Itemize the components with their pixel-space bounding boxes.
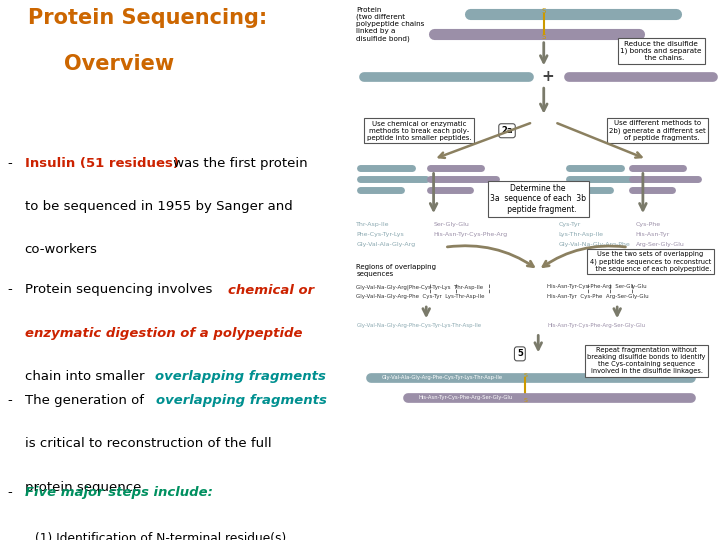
- Text: +: +: [541, 69, 554, 84]
- Text: -: -: [7, 157, 12, 170]
- Text: -: -: [7, 486, 12, 499]
- Text: Five major steps include:: Five major steps include:: [24, 486, 212, 499]
- Text: His-Asn-Tyr  Cys-Phe  Arg-Ser-Gly-Glu: His-Asn-Tyr Cys-Phe Arg-Ser-Gly-Glu: [547, 294, 649, 299]
- Text: Lys-Thr-Asp-Ile: Lys-Thr-Asp-Ile: [559, 232, 603, 237]
- Text: Protein sequencing involves: Protein sequencing involves: [24, 284, 216, 296]
- Text: protein sequence: protein sequence: [24, 481, 141, 494]
- Text: overlapping fragments: overlapping fragments: [156, 370, 326, 383]
- Text: -: -: [7, 394, 12, 407]
- Text: S: S: [541, 8, 546, 14]
- Text: Gly-Val-Ala-Gly-Arg-Phe-Cys-Tyr-Lys-Thr-Asp-Ile: Gly-Val-Ala-Gly-Arg-Phe-Cys-Tyr-Lys-Thr-…: [382, 375, 503, 381]
- Text: Protein
(two different
polypeptide chains
linked by a
disulfide bond): Protein (two different polypeptide chain…: [356, 6, 425, 42]
- Text: Use chemical or enzymatic
methods to break each poly-
peptide into smaller pepti: Use chemical or enzymatic methods to bre…: [366, 121, 471, 141]
- Text: Protein Sequencing:: Protein Sequencing:: [28, 8, 267, 28]
- Text: Gly-Val-Ala-Gly-Arg: Gly-Val-Ala-Gly-Arg: [356, 241, 415, 247]
- Text: S: S: [523, 398, 527, 403]
- Text: Cys-Phe: Cys-Phe: [636, 222, 661, 227]
- Text: 5: 5: [517, 349, 523, 359]
- Text: His-Asn-Tyr-Cys-Phe-Arg: His-Asn-Tyr-Cys-Phe-Arg: [433, 232, 508, 237]
- Text: Arg-Ser-Gly-Glu: Arg-Ser-Gly-Glu: [636, 241, 685, 247]
- Text: Gly-Val-Na-Gly-Arg-Phe-Cys-Tyr-Lys-Thr-Asp-Ile: Gly-Val-Na-Gly-Arg-Phe-Cys-Tyr-Lys-Thr-A…: [356, 322, 482, 328]
- Text: Thr-Asp-Ile: Thr-Asp-Ile: [356, 222, 390, 227]
- Text: chain into smaller: chain into smaller: [24, 370, 148, 383]
- Text: Phe-Cys-Tyr-Lys: Phe-Cys-Tyr-Lys: [356, 232, 404, 237]
- Text: His-Asn-Tyr-Cys-Phe-Arg-Ser-Gly-Glu: His-Asn-Tyr-Cys-Phe-Arg-Ser-Gly-Glu: [547, 322, 646, 328]
- Text: is critical to reconstruction of the full: is critical to reconstruction of the ful…: [24, 437, 271, 450]
- Text: Use the two sets of overlapping
4) peptide sequences to reconstruct
   the seque: Use the two sets of overlapping 4) pepti…: [589, 251, 711, 272]
- Text: His-Asn-Tyr-Cys-Phe-Arg-Ser-Gly-Glu: His-Asn-Tyr-Cys-Phe-Arg-Ser-Gly-Glu: [419, 395, 513, 400]
- Text: Determine the
3a  sequence of each  3b
   peptide fragment.: Determine the 3a sequence of each 3b pep…: [490, 184, 586, 214]
- Text: Insulin (51 residues): Insulin (51 residues): [24, 157, 179, 170]
- Text: Regions of overlapping
sequences: Regions of overlapping sequences: [356, 264, 436, 278]
- Text: Repeat fragmentation without
breaking disulfide bonds to identify
the Cys-contai: Repeat fragmentation without breaking di…: [588, 347, 706, 374]
- Text: Gly-Val-Na-Gly-Arg-Phe  Cys-Tyr  Lys-Thr-Asp-Ile: Gly-Val-Na-Gly-Arg-Phe Cys-Tyr Lys-Thr-A…: [356, 294, 485, 299]
- Text: Ser-Gly-Glu: Ser-Gly-Glu: [433, 222, 469, 227]
- Text: S: S: [541, 34, 546, 40]
- Text: overlapping fragments: overlapping fragments: [156, 394, 327, 407]
- Text: His-Asn-Tyr: His-Asn-Tyr: [636, 232, 670, 237]
- Text: Cys-Tyr: Cys-Tyr: [559, 222, 581, 227]
- Text: to be sequenced in 1955 by Sanger and: to be sequenced in 1955 by Sanger and: [24, 200, 292, 213]
- Text: Overview: Overview: [63, 54, 174, 74]
- Text: S: S: [523, 373, 527, 378]
- Text: co-workers: co-workers: [24, 243, 98, 256]
- Text: His-Asn-Tyr-Cys-Phe-Arg  Ser-Gly-Glu: His-Asn-Tyr-Cys-Phe-Arg Ser-Gly-Glu: [547, 284, 647, 289]
- Text: 2a: 2a: [501, 126, 513, 135]
- Text: Use different methods to
2b) generate a different set
    of peptide fragments.: Use different methods to 2b) generate a …: [609, 120, 706, 141]
- Text: Reduce the disulfide
1) bonds and separate
   the chains.: Reduce the disulfide 1) bonds and separa…: [621, 41, 702, 62]
- Text: chemical or: chemical or: [228, 284, 314, 296]
- Text: Gly-Val-Na-Gly-Arg-Phe: Gly-Val-Na-Gly-Arg-Phe: [559, 241, 630, 247]
- Text: (1) Identification of N-terminal residue(s): (1) Identification of N-terminal residue…: [35, 532, 287, 540]
- Text: enzymatic digestion of a polypeptide: enzymatic digestion of a polypeptide: [24, 327, 302, 340]
- Text: -: -: [7, 284, 12, 296]
- Text: Gly-Val-Na-Gly-Arg|Phe-Cys-Tyr-Lys  Thr-Asp-Ile: Gly-Val-Na-Gly-Arg|Phe-Cys-Tyr-Lys Thr-A…: [356, 284, 484, 290]
- Text: The generation of: The generation of: [24, 394, 148, 407]
- Text: was the first protein: was the first protein: [169, 157, 308, 170]
